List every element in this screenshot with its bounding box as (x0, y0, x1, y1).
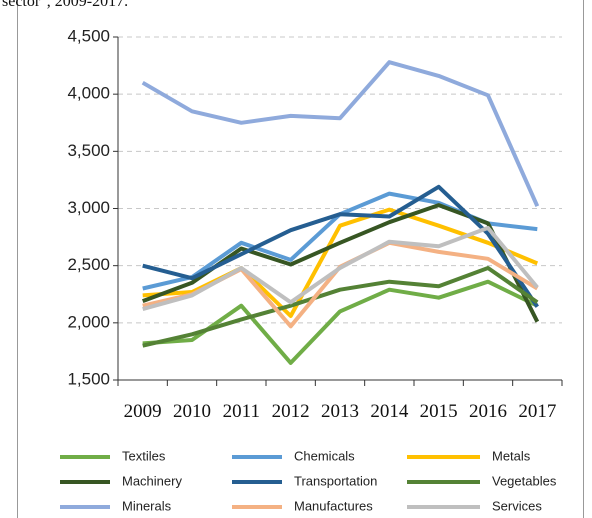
x-tick-label: 2009 (124, 401, 162, 422)
x-tick-label: 2012 (272, 401, 310, 422)
y-tick-label: 1,500 (67, 369, 110, 388)
y-tick-label: 4,500 (67, 26, 110, 45)
y-tick-label: 2,500 (67, 255, 110, 274)
legend-label: Transportation (294, 473, 377, 488)
series-line (142, 266, 539, 348)
x-tick-label: 2014 (370, 401, 409, 422)
chart-title: sector", 2009-2017. (2, 0, 128, 10)
legend-label: Minerals (122, 498, 172, 513)
legend-label: Machinery (122, 473, 182, 488)
y-tick-label: 3,000 (67, 198, 110, 217)
x-tick-label: 2015 (420, 401, 458, 422)
x-tick-label: 2010 (173, 401, 211, 422)
legend-label: Metals (492, 448, 531, 463)
x-tick-label: 2016 (469, 401, 507, 422)
legend-label: Manufactures (294, 498, 373, 513)
legend-label: Vegetables (492, 473, 557, 488)
series-line (142, 184, 539, 308)
y-tick-label: 4,000 (67, 84, 110, 103)
x-tick-label: 2013 (321, 401, 359, 422)
legend-label: Textiles (122, 448, 166, 463)
series-line (142, 279, 539, 365)
x-tick-label: 2017 (518, 401, 556, 422)
x-tick-label: 2011 (223, 401, 260, 422)
series-line (141, 60, 540, 208)
y-tick-label: 3,500 (67, 141, 110, 160)
frame (17, 0, 584, 518)
y-tick-label: 2,000 (67, 312, 110, 331)
series-line (142, 225, 539, 312)
legend-label: Services (492, 498, 542, 513)
legend-label: Chemicals (294, 448, 355, 463)
